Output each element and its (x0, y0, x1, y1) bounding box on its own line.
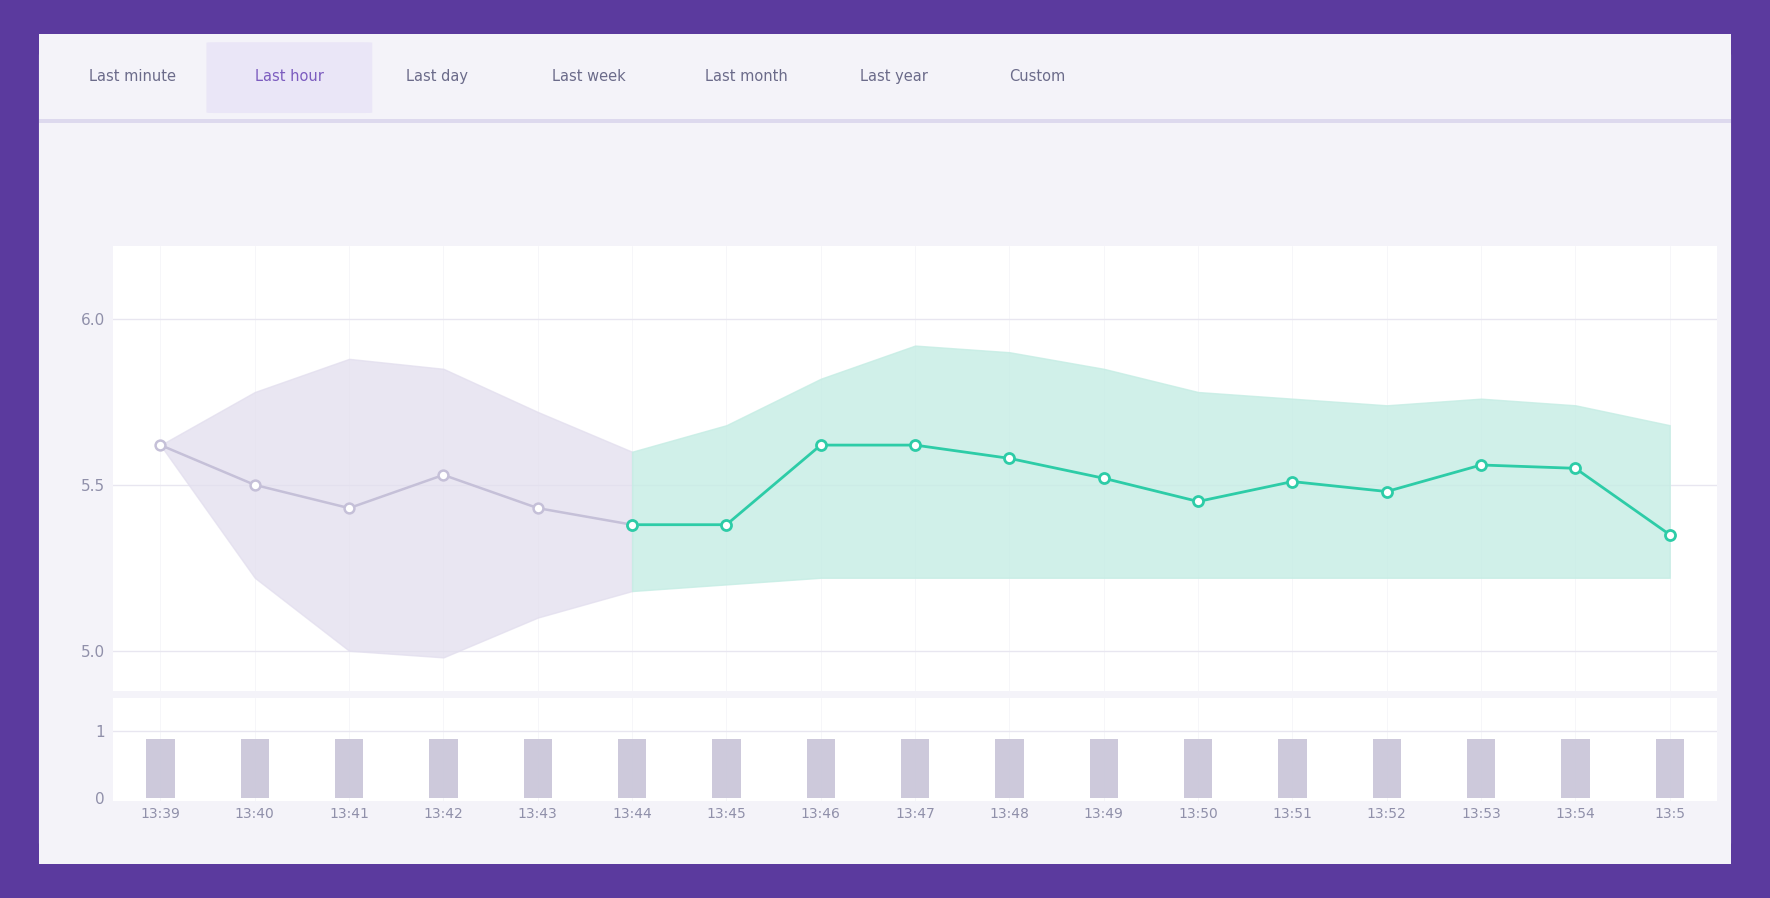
Point (1090, 471, 1119, 486)
Point (1184, 494, 1212, 508)
Point (1655, 527, 1683, 541)
FancyBboxPatch shape (39, 34, 1731, 864)
Point (1372, 484, 1400, 498)
Bar (335, 739, 363, 797)
Point (241, 478, 269, 492)
Text: Last minute: Last minute (88, 69, 175, 84)
Point (901, 438, 929, 453)
Point (430, 468, 458, 482)
Bar (1278, 739, 1306, 797)
Text: Last hour: Last hour (255, 69, 324, 84)
Text: Last day: Last day (405, 69, 467, 84)
Point (147, 438, 175, 453)
Point (995, 451, 1023, 465)
Text: Last month: Last month (704, 69, 788, 84)
Text: Custom: Custom (1009, 69, 1066, 84)
Point (335, 501, 363, 515)
Bar (995, 739, 1023, 797)
Bar (147, 739, 175, 797)
Bar (241, 739, 269, 797)
Bar (1184, 739, 1212, 797)
Bar (524, 739, 552, 797)
Bar (1090, 739, 1119, 797)
Text: Last week: Last week (552, 69, 627, 84)
Point (1561, 462, 1589, 476)
Bar (712, 739, 740, 797)
Bar (618, 739, 646, 797)
Bar (1561, 739, 1589, 797)
FancyBboxPatch shape (207, 42, 372, 113)
Bar (430, 739, 458, 797)
Bar (1467, 739, 1496, 797)
Point (1278, 474, 1306, 489)
Point (524, 501, 552, 515)
Point (807, 438, 835, 453)
Bar (807, 739, 835, 797)
Point (618, 517, 646, 532)
Point (618, 517, 646, 532)
Bar (1655, 739, 1683, 797)
Bar (1372, 739, 1400, 797)
Text: Last year: Last year (860, 69, 927, 84)
Point (1467, 458, 1496, 472)
Bar (901, 739, 929, 797)
Point (712, 517, 740, 532)
